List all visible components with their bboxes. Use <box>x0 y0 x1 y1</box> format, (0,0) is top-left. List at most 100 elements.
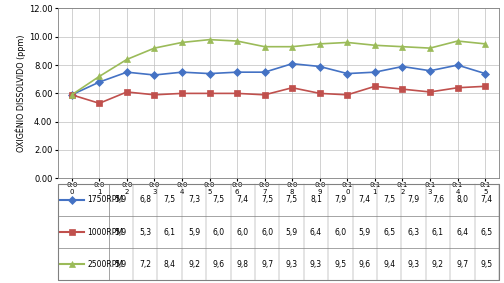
Line: 1750RPM: 1750RPM <box>69 61 488 98</box>
Text: 6,1: 6,1 <box>432 228 444 237</box>
Text: 6,5: 6,5 <box>481 228 493 237</box>
Text: 6,0: 6,0 <box>237 228 249 237</box>
1750RPM <box>262 70 268 74</box>
2500RPM <box>96 75 102 78</box>
2500RPM <box>289 45 295 48</box>
Text: 7,4: 7,4 <box>359 196 371 205</box>
1750RPM <box>427 69 433 72</box>
Text: 9,6: 9,6 <box>212 260 224 269</box>
Text: 5,9: 5,9 <box>188 228 200 237</box>
Text: 9,7: 9,7 <box>261 260 273 269</box>
Text: 1000RPM: 1000RPM <box>87 228 123 237</box>
1000RPM <box>151 93 157 97</box>
Text: 7,9: 7,9 <box>334 196 346 205</box>
1000RPM <box>179 92 185 95</box>
1000RPM <box>317 92 323 95</box>
Text: 6,8: 6,8 <box>139 196 151 205</box>
Text: 5,9: 5,9 <box>115 228 127 237</box>
Text: 7,5: 7,5 <box>212 196 224 205</box>
Text: 1750RPM: 1750RPM <box>87 196 123 205</box>
Text: 5,9: 5,9 <box>359 228 371 237</box>
1750RPM <box>69 93 75 97</box>
Text: 9,3: 9,3 <box>286 260 298 269</box>
Text: 7,5: 7,5 <box>261 196 273 205</box>
Text: 6,0: 6,0 <box>212 228 224 237</box>
Text: 7,4: 7,4 <box>481 196 493 205</box>
2500RPM <box>151 46 157 50</box>
Text: 5,9: 5,9 <box>286 228 298 237</box>
1000RPM <box>482 85 488 88</box>
2500RPM <box>124 58 130 61</box>
Text: 8,4: 8,4 <box>164 260 176 269</box>
Text: 7,6: 7,6 <box>432 196 444 205</box>
Text: 9,5: 9,5 <box>334 260 346 269</box>
Text: 9,3: 9,3 <box>310 260 322 269</box>
Text: 6,4: 6,4 <box>310 228 322 237</box>
1000RPM <box>455 86 461 89</box>
1000RPM <box>262 93 268 97</box>
Text: 9,2: 9,2 <box>432 260 444 269</box>
1000RPM <box>400 87 406 91</box>
Y-axis label: OXIGÊNIO DISSOLVIDO (ppm): OXIGÊNIO DISSOLVIDO (ppm) <box>16 35 26 152</box>
Text: 9,3: 9,3 <box>408 260 420 269</box>
Line: 2500RPM: 2500RPM <box>68 36 489 98</box>
1000RPM <box>289 86 295 89</box>
1750RPM <box>455 63 461 67</box>
2500RPM <box>179 41 185 44</box>
1750RPM <box>372 70 378 74</box>
Text: 5,3: 5,3 <box>139 228 151 237</box>
1750RPM <box>207 72 213 75</box>
1750RPM <box>400 65 406 68</box>
1000RPM <box>372 85 378 88</box>
1000RPM <box>69 93 75 97</box>
1000RPM <box>124 90 130 94</box>
Text: 9,5: 9,5 <box>481 260 493 269</box>
1750RPM <box>96 80 102 84</box>
2500RPM <box>400 45 406 48</box>
2500RPM <box>482 42 488 46</box>
1000RPM <box>234 92 240 95</box>
2500RPM <box>427 46 433 50</box>
Text: 7,5: 7,5 <box>286 196 298 205</box>
Text: 7,9: 7,9 <box>408 196 420 205</box>
2500RPM <box>455 39 461 43</box>
Text: 7,4: 7,4 <box>237 196 249 205</box>
2500RPM <box>234 39 240 43</box>
Text: 8,0: 8,0 <box>456 196 468 205</box>
1750RPM <box>344 72 350 75</box>
Text: 6,5: 6,5 <box>383 228 395 237</box>
1750RPM <box>289 62 295 65</box>
Text: 9,8: 9,8 <box>237 260 249 269</box>
Text: 9,4: 9,4 <box>383 260 395 269</box>
2500RPM <box>372 44 378 47</box>
2500RPM <box>207 38 213 41</box>
Text: 7,5: 7,5 <box>164 196 176 205</box>
Text: 7,2: 7,2 <box>139 260 151 269</box>
Text: 6,0: 6,0 <box>261 228 273 237</box>
Text: 9,7: 9,7 <box>456 260 468 269</box>
1000RPM <box>207 92 213 95</box>
Text: 8,1: 8,1 <box>310 196 322 205</box>
1000RPM <box>344 93 350 97</box>
2500RPM <box>262 45 268 48</box>
Text: 9,6: 9,6 <box>359 260 371 269</box>
Text: 2500RPM: 2500RPM <box>87 260 123 269</box>
Line: 1000RPM: 1000RPM <box>69 83 488 106</box>
Text: 9,2: 9,2 <box>188 260 200 269</box>
2500RPM <box>69 93 75 97</box>
Text: 6,3: 6,3 <box>408 228 420 237</box>
1000RPM <box>427 90 433 94</box>
1750RPM <box>179 70 185 74</box>
1750RPM <box>151 73 157 77</box>
1000RPM <box>96 102 102 105</box>
Text: 5,9: 5,9 <box>115 260 127 269</box>
Text: 6,0: 6,0 <box>334 228 346 237</box>
1750RPM <box>124 70 130 74</box>
2500RPM <box>344 41 350 44</box>
2500RPM <box>317 42 323 46</box>
Text: 6,1: 6,1 <box>164 228 176 237</box>
1750RPM <box>482 72 488 75</box>
1750RPM <box>234 70 240 74</box>
Text: 6,4: 6,4 <box>456 228 468 237</box>
Text: 5,9: 5,9 <box>115 196 127 205</box>
